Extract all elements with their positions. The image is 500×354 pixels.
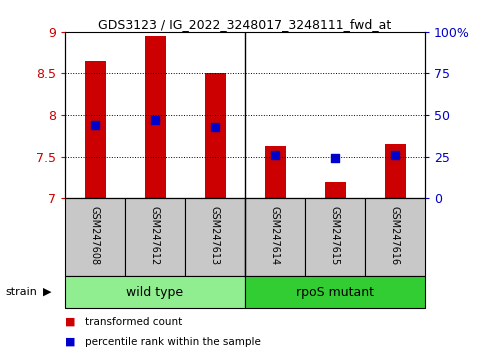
Bar <box>84 61 105 198</box>
Text: percentile rank within the sample: percentile rank within the sample <box>85 337 261 347</box>
Bar <box>125 198 185 276</box>
Bar <box>384 144 406 198</box>
Text: wild type: wild type <box>126 286 184 298</box>
Text: strain: strain <box>5 287 37 297</box>
Title: GDS3123 / IG_2022_3248017_3248111_fwd_at: GDS3123 / IG_2022_3248017_3248111_fwd_at <box>98 18 392 31</box>
Bar <box>65 198 125 276</box>
Text: ▶: ▶ <box>42 287 51 297</box>
Text: transformed count: transformed count <box>85 317 182 327</box>
Bar <box>305 198 365 276</box>
Bar <box>324 182 345 198</box>
Bar <box>204 74 226 198</box>
Text: GSM247616: GSM247616 <box>390 206 400 265</box>
Text: GSM247612: GSM247612 <box>150 206 160 265</box>
Bar <box>144 36 166 198</box>
Text: ■: ■ <box>65 317 76 327</box>
Point <box>391 152 399 158</box>
Text: GSM247614: GSM247614 <box>270 206 280 265</box>
Bar <box>245 276 425 308</box>
Point <box>271 152 279 158</box>
Text: GSM247608: GSM247608 <box>90 206 100 265</box>
Bar <box>65 276 245 308</box>
Bar <box>264 146 285 198</box>
Text: rpoS mutant: rpoS mutant <box>296 286 374 298</box>
Bar <box>245 198 305 276</box>
Text: ■: ■ <box>65 337 76 347</box>
Bar <box>185 198 245 276</box>
Text: GSM247615: GSM247615 <box>330 206 340 265</box>
Point <box>211 124 219 130</box>
Bar <box>365 198 425 276</box>
Point <box>91 122 99 128</box>
Point <box>331 155 339 161</box>
Text: GSM247613: GSM247613 <box>210 206 220 265</box>
Point <box>151 117 159 123</box>
